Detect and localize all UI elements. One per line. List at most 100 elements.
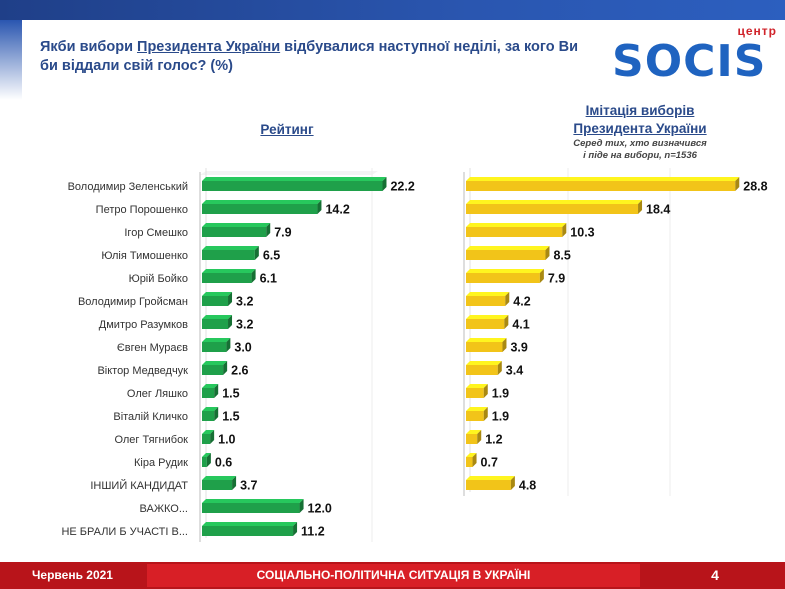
right-bar-2: 10.3 [466, 223, 595, 240]
right-bar-top [466, 361, 502, 365]
right-bar-0: 28.8 [466, 177, 768, 194]
left-bar-top [202, 246, 259, 250]
left-bar-10: 1.5 [202, 407, 240, 424]
left-value-label: 11.2 [301, 525, 325, 539]
title-part2: відбувалися наступної неділі, за кого Ви… [40, 39, 578, 74]
right-bar-front [466, 181, 736, 191]
footer: Червень 2021 СОЦІАЛЬНО-ПОЛІТИЧНА СИТУАЦІ… [0, 562, 785, 589]
right-bar-front [466, 434, 478, 444]
right-bar-side [562, 223, 567, 237]
right-note-line1: Серед тих, хто визначився [573, 138, 707, 149]
right-bar-top [466, 292, 510, 296]
left-value-label: 3.2 [236, 318, 253, 332]
right-value-label: 7.9 [548, 272, 565, 286]
left-value-label: 2.6 [231, 364, 248, 378]
left-value-label: 6.5 [263, 249, 280, 263]
right-bar-side [483, 407, 488, 421]
right-bar-front [466, 296, 506, 306]
left-value-label: 3.7 [240, 479, 257, 493]
left-chart-header: Рейтинг [260, 122, 314, 137]
left-bar-side [299, 499, 304, 513]
right-bar-top [466, 200, 643, 204]
right-bar-front [466, 319, 505, 329]
right-bar-side [504, 315, 509, 329]
rating-charts: 22.2 Володимир Зеленський 14.2 Петро Пороше… [61, 168, 768, 542]
title-link: Президента України [137, 39, 281, 55]
right-value-label: 3.4 [506, 364, 523, 378]
left-bar-front [202, 457, 207, 467]
right-note-line2: і піде на вибори, n=1536 [583, 150, 697, 161]
left-bar-top [202, 453, 211, 457]
footer-date: Червень 2021 [32, 568, 113, 582]
category-label: Дмитро Разумков [99, 319, 188, 331]
left-axis-top [200, 171, 378, 175]
right-bar-top [466, 315, 509, 319]
right-bar-12: 0.7 [466, 453, 498, 470]
category-label: Євген Мураєв [117, 342, 188, 354]
category-label: Володимир Зеленський [68, 181, 188, 193]
left-bar-side [214, 384, 219, 398]
right-header-line1: Імітація виборів [585, 103, 695, 118]
left-bar-side [317, 200, 322, 214]
category-label: ВАЖКО... [140, 503, 188, 515]
right-bar-3: 8.5 [466, 246, 571, 263]
left-bar-15: 11.2 [202, 522, 325, 539]
category-label: НЕ БРАЛИ Б УЧАСТІ В... [61, 526, 188, 538]
header-band [0, 0, 785, 20]
right-bar-side [510, 476, 515, 490]
left-bar-2: 7.9 [202, 223, 292, 240]
right-value-label: 8.5 [553, 249, 570, 263]
left-bar-top [202, 200, 322, 204]
category-label: Володимир Гройсман [78, 296, 188, 308]
right-chart-note: Серед тих, хто визначився і піде на вибо… [520, 138, 760, 162]
left-bar-front [202, 296, 229, 306]
right-bar-front [466, 365, 498, 375]
left-bar-14: 12.0 [202, 499, 332, 516]
left-bar-front [202, 480, 233, 490]
title-part1: Якби вибори [40, 39, 138, 55]
left-bar-side [223, 361, 228, 375]
left-bar-side [254, 246, 259, 260]
left-value-label: 7.9 [274, 226, 291, 240]
right-bar-6: 4.1 [466, 315, 530, 332]
footer-title: СОЦІАЛЬНО-ПОЛІТИЧНА СИТУАЦІЯ В УКРАЇНІ [147, 564, 640, 587]
right-bar-top [466, 384, 488, 388]
right-value-label: 1.2 [485, 433, 502, 447]
left-bar-top [202, 407, 219, 411]
category-label: Олег Тягнибок [114, 434, 188, 446]
category-label: Віктор Медведчук [97, 365, 188, 377]
left-bar-0: 22.2 [202, 177, 415, 194]
right-value-label: 1.9 [492, 410, 509, 424]
right-bar-front [466, 411, 484, 421]
right-bar-side [477, 430, 482, 444]
category-label: ІНШИЙ КАНДИДАТ [90, 479, 188, 492]
left-value-label: 1.0 [218, 433, 235, 447]
left-bar-5: 3.2 [202, 292, 253, 309]
right-bar-side [505, 292, 510, 306]
left-value-label: 6.1 [260, 272, 277, 286]
left-bar-13: 3.7 [202, 476, 258, 493]
category-label: Юлія Тимошенко [101, 250, 188, 262]
right-bar-front [466, 250, 546, 260]
logo-main-text: SOCIS [612, 36, 767, 87]
left-bar-side [214, 407, 219, 421]
left-bar-top [202, 384, 219, 388]
right-bar-side [472, 453, 477, 467]
left-value-label: 3.2 [236, 295, 253, 309]
left-bar-front [202, 503, 300, 513]
left-chart: 22.2 Володимир Зеленський 14.2 Петро Пороше… [61, 177, 415, 539]
left-value-label: 3.0 [234, 341, 251, 355]
right-bar-top [466, 246, 550, 250]
left-bar-1: 14.2 [202, 200, 350, 217]
right-bar-front [466, 388, 484, 398]
right-bar-top [466, 269, 544, 273]
left-bar-side [226, 338, 231, 352]
left-bar-side [293, 522, 298, 536]
right-bar-10: 1.9 [466, 407, 509, 424]
left-bar-6: 3.2 [202, 315, 253, 332]
left-value-label: 1.5 [222, 410, 239, 424]
right-value-label: 3.9 [510, 341, 527, 355]
left-bar-front [202, 342, 227, 352]
category-label: Олег Ляшко [127, 388, 188, 400]
category-label: Віталій Кличко [113, 411, 188, 423]
